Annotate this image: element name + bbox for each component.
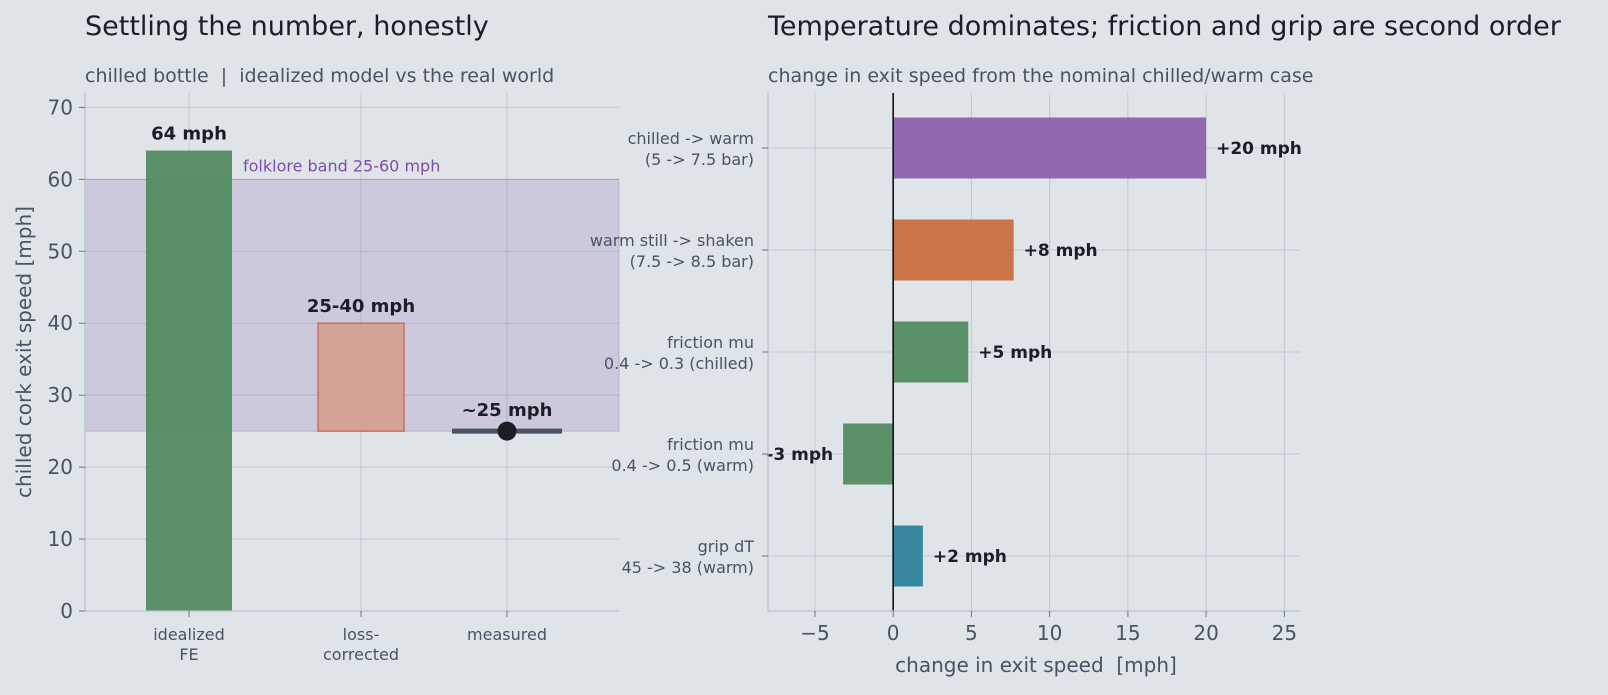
bar-0 [893,117,1207,179]
y-tick-label: 20 [48,455,73,479]
bar-1 [317,322,405,432]
bar-value-label: -3 mph [766,445,833,465]
y-tick-label: 10 [48,527,73,551]
x-tick-label: 0 [887,621,900,645]
y-tick-label: 60 [48,167,73,191]
band-label: folklore band 25-60 mph [243,156,440,175]
x-tick-label: 5 [965,621,978,645]
x-tick-label: −5 [800,621,829,645]
right-chart-subtitle: change in exit speed from the nominal ch… [768,65,1313,87]
bar-value-label: +20 mph [1216,139,1302,159]
left-plot-area: 64 mph 25-40 mph ~25 mph folklore band 25-6… [48,93,620,664]
bar-value-label: +5 mph [978,343,1052,363]
x-tick-label: 10 [1037,621,1062,645]
right-x-axis-label: change in exit speed [mph] [895,653,1177,677]
x-category-label: measured [467,625,547,644]
y-tick-label: 40 [48,311,73,335]
x-tick-label: 25 [1272,621,1297,645]
y-category-label: chilled -> warm (5 -> 7.5 bar) [628,129,754,169]
y-tick-label: 30 [48,383,73,407]
y-category-label: friction mu 0.4 -> 0.3 (chilled) [604,333,754,373]
bar-2 [893,321,969,383]
bar-1 [893,219,1014,281]
right-plot-area: +20 mph +8 mph +5 mph -3 mph +2 mph −5 0 5 10 15 2… [590,93,1302,645]
x-category-label: loss-corrected [323,625,399,664]
measured-point [497,421,517,441]
x-category-label: idealized FE [153,625,225,664]
bar-3 [843,423,894,485]
y-category-label: friction mu 0.4 -> 0.5 (warm) [611,435,754,475]
y-tick-label: 50 [48,239,73,263]
left-chart-title: Settling the number, honestly [85,11,489,42]
bar-value-label: 25-40 mph [307,296,415,317]
bar-0 [146,150,232,612]
bar-value-label: +2 mph [933,547,1007,567]
x-tick-label: 15 [1115,621,1140,645]
y-tick-label: 70 [48,95,73,119]
bar-value-label: 64 mph [151,124,227,145]
y-category-label: warm still -> shaken (7.5 -> 8.5 bar) [590,231,754,271]
bar-4 [893,525,923,587]
left-y-axis-label: chilled cork exit speed [mph] [12,206,36,498]
left-chart-subtitle: chilled bottle | idealized model vs the … [85,65,554,87]
bar-value-label: +8 mph [1024,241,1098,261]
point-value-label: ~25 mph [462,400,553,421]
y-tick-label: 0 [60,599,73,623]
y-category-label: grip dT 45 -> 38 (warm) [622,537,755,577]
right-chart-title: Temperature dominates; friction and grip… [767,11,1562,42]
x-tick-label: 20 [1193,621,1218,645]
